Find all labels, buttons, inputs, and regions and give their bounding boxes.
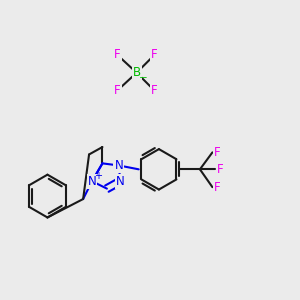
Text: F: F [214, 181, 220, 194]
Text: F: F [214, 146, 220, 159]
Text: F: F [114, 84, 121, 97]
Text: N: N [88, 175, 96, 188]
Text: N: N [114, 159, 123, 172]
Text: F: F [114, 48, 121, 62]
Text: −: − [139, 73, 148, 83]
Text: F: F [217, 163, 224, 176]
Text: F: F [151, 84, 158, 97]
Text: N: N [116, 175, 125, 188]
Text: B: B [133, 66, 141, 79]
Text: +: + [94, 171, 102, 181]
Text: F: F [151, 48, 158, 62]
